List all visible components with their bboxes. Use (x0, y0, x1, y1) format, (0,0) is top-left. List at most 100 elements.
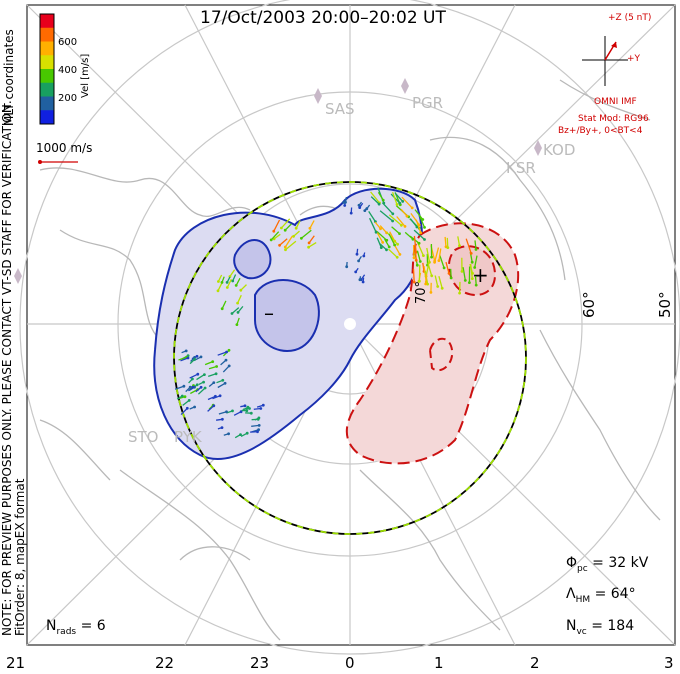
velocity-vector (445, 261, 450, 274)
velocity-vector-origin (398, 201, 402, 205)
velocity-vector-origin (387, 245, 391, 249)
velocity-vector-origin (365, 207, 369, 211)
velocity-vector-origin (246, 405, 250, 409)
velocity-vector-origin (221, 417, 224, 421)
colorbar-swatch (40, 14, 54, 29)
velocity-vector-origin (221, 378, 225, 382)
velocity-vector-origin (212, 381, 216, 384)
velocity-vector-origin (283, 245, 287, 249)
colorbar-tick-200: 200 (58, 93, 78, 104)
mlt-label-21: 21 (6, 654, 26, 672)
velocity-vector (379, 225, 388, 234)
mlt-label-2: 2 (530, 654, 540, 672)
velocity-vector-origin (211, 360, 215, 363)
velocity-vector-origin (463, 279, 467, 282)
velocity-vector (396, 216, 406, 227)
velocity-vector (189, 388, 199, 395)
velocity-vector-origin (245, 431, 249, 435)
velocity-vector (391, 226, 400, 235)
imf-source: OMNI IMF (594, 97, 637, 107)
velocity-vector-origin (410, 206, 414, 210)
velocity-vector (438, 276, 443, 289)
colorbar-title: Vel [m/s] (80, 53, 91, 98)
velocity-vector-origin (292, 234, 295, 238)
velocity-vector-origin (379, 227, 382, 231)
velocity-vector (308, 242, 317, 248)
velocity-vector-origin (358, 206, 362, 210)
velocity-vector-origin (354, 270, 358, 274)
colorbar-tick-400: 400 (58, 65, 78, 76)
pole-marker (344, 318, 356, 330)
velocity-vector-origin (377, 202, 381, 206)
velocity-vector-origin (300, 236, 303, 240)
velocity-vector (178, 356, 187, 361)
velocity-vector-origin (414, 258, 418, 262)
velocity-vector-origin (418, 260, 422, 263)
velocity-vector-origin (361, 280, 365, 284)
velocity-vector (368, 211, 376, 222)
velocity-vector (409, 218, 418, 228)
imf-dial (582, 36, 628, 86)
velocity-vector (426, 247, 431, 263)
velocity-vector-origin (193, 405, 197, 409)
velocity-vector-origin (212, 404, 216, 408)
velocity-vector-origin (400, 223, 403, 227)
velocity-vector-origin (215, 365, 219, 368)
mlt-label-0: 0 (345, 654, 355, 672)
velocity-vector-origin (223, 381, 227, 385)
velocity-vector-origin (261, 403, 265, 407)
velocity-vector (474, 255, 478, 268)
velocity-vector-origin (358, 278, 362, 282)
velocity-vector-origin (257, 424, 261, 427)
velocity-vector-origin (220, 426, 224, 429)
velocity-vector-origin (184, 349, 188, 353)
colorbar-swatch (40, 27, 54, 42)
velocity-vector (416, 250, 421, 262)
velocity-vector-origin (422, 254, 425, 257)
velocity-vector-origin (272, 229, 276, 233)
velocity-vector-origin (191, 377, 194, 381)
velocity-vector-origin (442, 266, 446, 270)
velocity-vector (470, 264, 473, 279)
velocity-vector (474, 275, 477, 286)
velocity-vector-origin (259, 407, 263, 410)
velocity-vector (280, 218, 291, 229)
velocity-vector-origin (280, 226, 283, 230)
velocity-vector (217, 382, 226, 389)
velocity-vector-origin (447, 272, 451, 275)
velocity-vector (270, 231, 280, 241)
velocity-vector-origin (243, 404, 247, 408)
velocity-vector (300, 229, 312, 239)
velocity-vector-origin (449, 276, 453, 280)
velocity-vector (226, 278, 232, 288)
colorbar-outline (39, 13, 55, 125)
imf-z-label: +Z (5 nT) (608, 13, 652, 23)
velocity-vector-origin (256, 430, 259, 434)
velocity-vector-origin (415, 263, 419, 267)
velocity-vector-origin (235, 323, 239, 326)
velocity-vector-origin (225, 286, 229, 289)
velocity-vector-origin (405, 214, 409, 218)
colorbar-swatch (40, 110, 54, 125)
velocity-vector-origin (214, 372, 218, 376)
velocity-vector-origin (398, 232, 401, 236)
velocity-vector-origin (460, 270, 464, 273)
velocity-vector-origin (193, 356, 197, 359)
velocity-vector-origin (202, 380, 206, 384)
velocity-vector-origin (357, 203, 361, 207)
velocity-vector-origin (195, 354, 199, 358)
velocity-vector (427, 262, 433, 276)
velocity-vector (439, 254, 445, 269)
velocity-vector (446, 237, 449, 248)
stat-n-vc: Nvc = 184 (566, 618, 635, 637)
velocity-vector-origin (396, 242, 399, 246)
scale-vector (38, 160, 78, 164)
velocity-vector-origin (470, 260, 474, 264)
velocity-vector-origin (429, 291, 433, 294)
velocity-vector-origin (344, 200, 347, 204)
velocity-vector-origin (412, 256, 416, 260)
velocity-vector-origin (433, 260, 436, 264)
velocity-vector (413, 229, 425, 240)
velocity-vector-origin (430, 255, 433, 259)
velocity-vector (438, 248, 442, 261)
